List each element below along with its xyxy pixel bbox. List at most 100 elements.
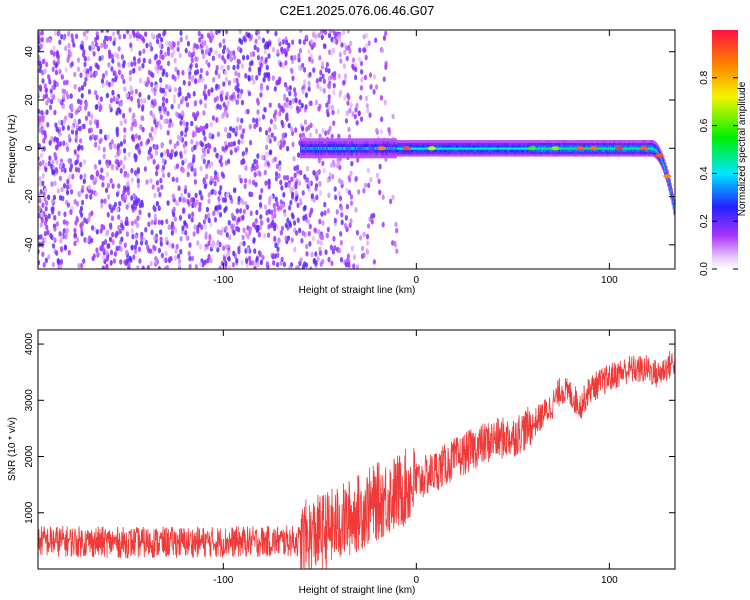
signal-cell xyxy=(336,138,338,142)
signal-cell xyxy=(673,203,675,207)
signal-cell xyxy=(609,153,612,157)
signal-cell xyxy=(602,149,604,153)
signal-cell xyxy=(488,151,491,155)
signal-cell xyxy=(644,153,647,157)
signal-cell xyxy=(543,144,545,148)
signal-cell xyxy=(371,143,373,147)
signal-cell xyxy=(305,152,307,156)
signal-cell xyxy=(603,151,605,155)
signal-cell xyxy=(328,152,330,156)
signal-cell xyxy=(672,206,674,210)
signal-cell xyxy=(458,140,460,144)
noise-speckle xyxy=(263,204,268,210)
signal-cell xyxy=(670,187,672,191)
signal-cell xyxy=(517,153,519,157)
noise-speckle xyxy=(137,149,142,155)
noise-speckle xyxy=(348,48,352,54)
noise-speckle xyxy=(218,241,222,248)
signal-cell xyxy=(556,142,559,146)
signal-cell xyxy=(567,151,569,155)
signal-cell xyxy=(504,144,507,148)
noise-speckle xyxy=(209,221,213,228)
signal-cell xyxy=(513,146,515,150)
signal-cell xyxy=(643,149,646,153)
noise-speckle xyxy=(258,224,262,231)
signal-cell xyxy=(577,142,579,146)
signal-cell xyxy=(349,141,352,145)
signal-cell xyxy=(672,202,674,206)
noise-speckle xyxy=(134,248,138,255)
signal-cell xyxy=(325,155,327,159)
noise-speckle xyxy=(354,74,358,81)
noise-speckle xyxy=(107,194,111,200)
signal-cell xyxy=(302,149,304,153)
signal-cell xyxy=(613,151,615,155)
signal-cell xyxy=(371,141,373,145)
noise-speckle xyxy=(218,189,222,196)
signal-cell xyxy=(483,144,485,148)
signal-cell xyxy=(571,140,574,144)
signal-cell xyxy=(299,143,302,147)
signal-cell xyxy=(506,149,509,153)
signal-cell xyxy=(493,142,495,146)
signal-cell xyxy=(363,138,366,142)
signal-cell xyxy=(522,146,525,150)
signal-cell xyxy=(463,140,465,144)
noise-speckle xyxy=(91,40,95,47)
signal-cell xyxy=(467,144,470,148)
signal-cell xyxy=(574,149,577,153)
signal-cell xyxy=(357,152,359,156)
signal-cell xyxy=(487,142,490,146)
signal-cell xyxy=(389,143,391,147)
signal-cell xyxy=(632,142,634,146)
signal-cell xyxy=(571,144,574,148)
signal-cell xyxy=(514,151,516,155)
noise-speckle xyxy=(359,94,363,101)
signal-cell xyxy=(626,149,629,153)
signal-cell xyxy=(432,153,435,157)
signal-cell xyxy=(539,142,542,146)
signal-cell xyxy=(529,153,531,157)
noise-speckle xyxy=(330,260,334,267)
signal-cell xyxy=(441,146,443,150)
noise-speckle xyxy=(224,144,229,151)
signal-cell xyxy=(320,146,322,150)
signal-cell xyxy=(364,141,367,145)
noise-speckle xyxy=(172,98,177,104)
noise-speckle xyxy=(216,131,220,138)
noise-speckle xyxy=(117,224,121,231)
signal-cell xyxy=(360,141,362,145)
noise-speckle xyxy=(359,116,364,122)
signal-cell xyxy=(624,146,627,150)
signal-cell xyxy=(484,153,487,157)
signal-cell xyxy=(400,140,403,144)
noise-speckle xyxy=(237,248,241,255)
signal-cell xyxy=(544,153,546,157)
signal-cell xyxy=(527,151,529,155)
signal-cell xyxy=(538,146,541,150)
signal-cell xyxy=(469,153,472,157)
signal-cell xyxy=(568,149,570,153)
noise-speckle xyxy=(70,188,74,195)
signal-cell xyxy=(658,148,661,152)
noise-speckle xyxy=(285,39,289,46)
signal-cell xyxy=(594,151,596,155)
signal-cell xyxy=(661,155,664,159)
signal-cell xyxy=(529,140,531,144)
noise-speckle xyxy=(372,259,376,265)
noise-speckle xyxy=(53,237,57,244)
noise-speckle xyxy=(80,212,84,218)
signal-cell xyxy=(650,151,652,155)
noise-speckle xyxy=(99,128,103,135)
signal-cell xyxy=(376,155,378,159)
signal-cell xyxy=(612,144,614,148)
noise-speckle xyxy=(137,197,141,204)
noise-speckle xyxy=(338,195,343,202)
signal-cell xyxy=(407,151,409,155)
signal-cell xyxy=(609,146,612,150)
signal-cell xyxy=(462,149,464,153)
signal-cell xyxy=(471,151,474,155)
signal-cell xyxy=(580,151,582,155)
noise-speckle xyxy=(313,227,317,234)
noise-speckle xyxy=(381,194,385,200)
